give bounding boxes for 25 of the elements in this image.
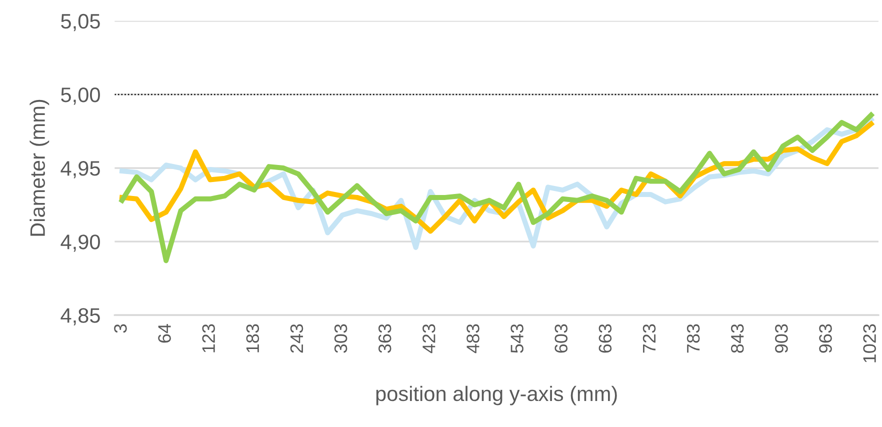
x-tick-label: 723 — [642, 324, 656, 353]
x-tick-label: 64 — [158, 324, 171, 343]
y-tick-label: 5,05 — [61, 14, 100, 32]
y-tick-label: 5,00 — [61, 87, 100, 105]
x-tick-label: 363 — [378, 324, 392, 353]
x-tick-label: 1023 — [863, 324, 876, 362]
x-tick-label: 3 — [114, 324, 127, 333]
y-tick-label: 4,85 — [60, 308, 100, 326]
x-tick-label: 843 — [730, 324, 744, 353]
x-tick-label: 783 — [686, 324, 700, 353]
y-tick-label: 4,90 — [60, 234, 100, 252]
x-tick-label: 483 — [466, 324, 480, 354]
x-tick-label: 243 — [290, 324, 304, 353]
x-tick-label: 183 — [246, 324, 260, 352]
x-tick-label: 303 — [334, 324, 348, 353]
x-tick-label: 903 — [775, 324, 788, 353]
y-axis-title: Diameter (mm) — [30, 100, 50, 236]
y-tick-label: 4,95 — [60, 161, 100, 178]
x-tick-label: 543 — [510, 324, 524, 353]
x-tick-label: 663 — [598, 324, 612, 353]
x-tick-label: 963 — [819, 324, 832, 353]
x-tick-label: 423 — [422, 324, 436, 354]
x-tick-label: 123 — [202, 324, 215, 352]
x-tick-label: 603 — [554, 324, 568, 353]
x-axis-title: position along y-axis (mm) — [376, 386, 617, 406]
